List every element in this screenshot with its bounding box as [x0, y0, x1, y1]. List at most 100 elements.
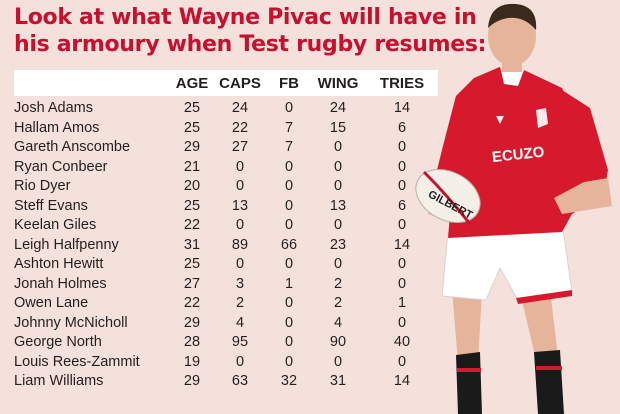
caps-cell: 24 [231, 100, 249, 116]
table-row: Keelan Giles 22 0 0 0 0 [14, 216, 438, 236]
table-body: Josh Adams 25 24 0 24 14 Hallam Amos 25 22 7 15 6 Ga… [14, 96, 438, 392]
tries-cell: 0 [397, 353, 407, 370]
caps-cell: 0 [235, 217, 245, 233]
wing-cell: 0 [333, 353, 343, 370]
age-cell: 19 [183, 353, 201, 370]
age-cell: 21 [183, 158, 201, 175]
fb-cell: 7 [284, 139, 294, 155]
player-name: Leigh Halfpenny [14, 236, 119, 253]
table-row: Louis Rees-Zammit 19 0 0 0 0 [14, 353, 438, 373]
age-cell: 31 [183, 236, 201, 253]
tries-cell: 0 [397, 275, 407, 292]
player-head [488, 6, 536, 66]
table-row: Owen Lane 22 2 0 2 1 [14, 294, 438, 314]
wing-cell: 90 [329, 334, 347, 350]
wing-cell: 31 [329, 373, 347, 389]
shirt-sponsor: ECUZO [491, 144, 545, 166]
tries-cell: 0 [397, 139, 407, 155]
stats-table: AGE CAPS FB WING TRIES Josh Adams 25 24 0 24… [14, 70, 438, 392]
table-row: Johnny McNicholl 29 4 0 4 0 [14, 314, 438, 334]
tries-cell: 0 [397, 178, 407, 194]
wing-cell: 2 [333, 295, 343, 311]
header-wing: WING [310, 70, 366, 96]
tries-cell: 14 [393, 373, 411, 389]
wing-cell: 2 [333, 275, 343, 292]
wing-cell: 0 [333, 178, 343, 194]
age-cell: 29 [183, 139, 201, 155]
tries-cell: 0 [397, 314, 407, 331]
age-cell: 22 [183, 295, 201, 311]
sock-stripe-left [457, 368, 481, 372]
fb-cell: 1 [284, 275, 294, 292]
caps-cell: 0 [235, 178, 245, 194]
table-row: Jonah Holmes 27 3 1 2 0 [14, 275, 438, 295]
header-fb: FB [268, 70, 310, 96]
player-shorts [441, 221, 573, 301]
player-forearm-right [554, 178, 612, 214]
headline: Look at what Wayne Pivac will have in hi… [14, 4, 514, 58]
header-name [14, 70, 172, 96]
tries-cell: 40 [393, 334, 411, 350]
player-sock-left [456, 352, 482, 414]
caps-cell: 22 [231, 119, 249, 136]
player-name: Louis Rees-Zammit [14, 353, 140, 370]
table-row: Rio Dyer 20 0 0 0 0 [14, 177, 438, 197]
age-cell: 29 [183, 314, 201, 331]
player-name: Jonah Holmes [14, 275, 107, 292]
table-row: Liam Williams 29 63 32 31 14 [14, 372, 438, 392]
header-age: AGE [172, 70, 212, 96]
player-name: Owen Lane [14, 295, 89, 311]
player-hair [488, 3, 537, 30]
table-row: George North 28 95 0 90 40 [14, 333, 438, 353]
age-cell: 25 [183, 256, 201, 272]
player-leg-left [452, 290, 482, 362]
caps-cell: 3 [235, 275, 245, 292]
player-name: George North [14, 334, 102, 350]
fb-cell: 66 [280, 236, 298, 253]
caps-cell: 2 [235, 295, 245, 311]
wing-cell: 4 [333, 314, 343, 331]
player-name: Ryan Conbeer [14, 158, 108, 175]
caps-cell: 63 [231, 373, 249, 389]
sock-stripe-right [536, 366, 562, 370]
age-cell: 22 [183, 217, 201, 233]
age-cell: 25 [183, 100, 201, 116]
wing-cell: 0 [333, 256, 343, 272]
ball-stripe [422, 170, 472, 225]
table-row: Josh Adams 25 24 0 24 14 [14, 96, 438, 119]
tries-cell: 0 [397, 256, 407, 272]
age-cell: 20 [183, 178, 201, 194]
fb-cell: 0 [284, 314, 294, 331]
fb-cell: 7 [284, 119, 294, 136]
tries-cell: 1 [397, 295, 407, 311]
fb-cell: 32 [280, 373, 298, 389]
fb-cell: 0 [284, 334, 294, 350]
fb-cell: 0 [284, 100, 294, 116]
player-name: Josh Adams [14, 100, 93, 116]
age-cell: 25 [183, 197, 201, 214]
wing-cell: 15 [329, 119, 347, 136]
caps-cell: 0 [235, 353, 245, 370]
table-header-row: AGE CAPS FB WING TRIES [14, 70, 438, 96]
caps-cell: 89 [231, 236, 249, 253]
player-name: Hallam Amos [14, 119, 100, 136]
wing-cell: 0 [333, 139, 343, 155]
fb-cell: 0 [284, 158, 294, 175]
fb-cell: 0 [284, 353, 294, 370]
table-row: Gareth Anscombe 29 27 7 0 0 [14, 138, 438, 158]
caps-cell: 0 [235, 158, 245, 175]
player-name: Liam Williams [14, 373, 104, 389]
shorts-trim [516, 290, 572, 304]
tries-cell: 0 [397, 217, 407, 233]
wing-cell: 24 [329, 100, 347, 116]
tries-cell: 14 [393, 236, 411, 253]
caps-cell: 0 [235, 256, 245, 272]
tries-cell: 0 [397, 158, 407, 175]
player-leg-right [520, 290, 558, 360]
header-tries: TRIES [366, 70, 438, 96]
player-name: Rio Dyer [14, 178, 71, 194]
tries-cell: 6 [397, 197, 407, 214]
shirt-crest [536, 108, 548, 128]
table-row: Ashton Hewitt 25 0 0 0 0 [14, 255, 438, 275]
wing-cell: 0 [333, 217, 343, 233]
